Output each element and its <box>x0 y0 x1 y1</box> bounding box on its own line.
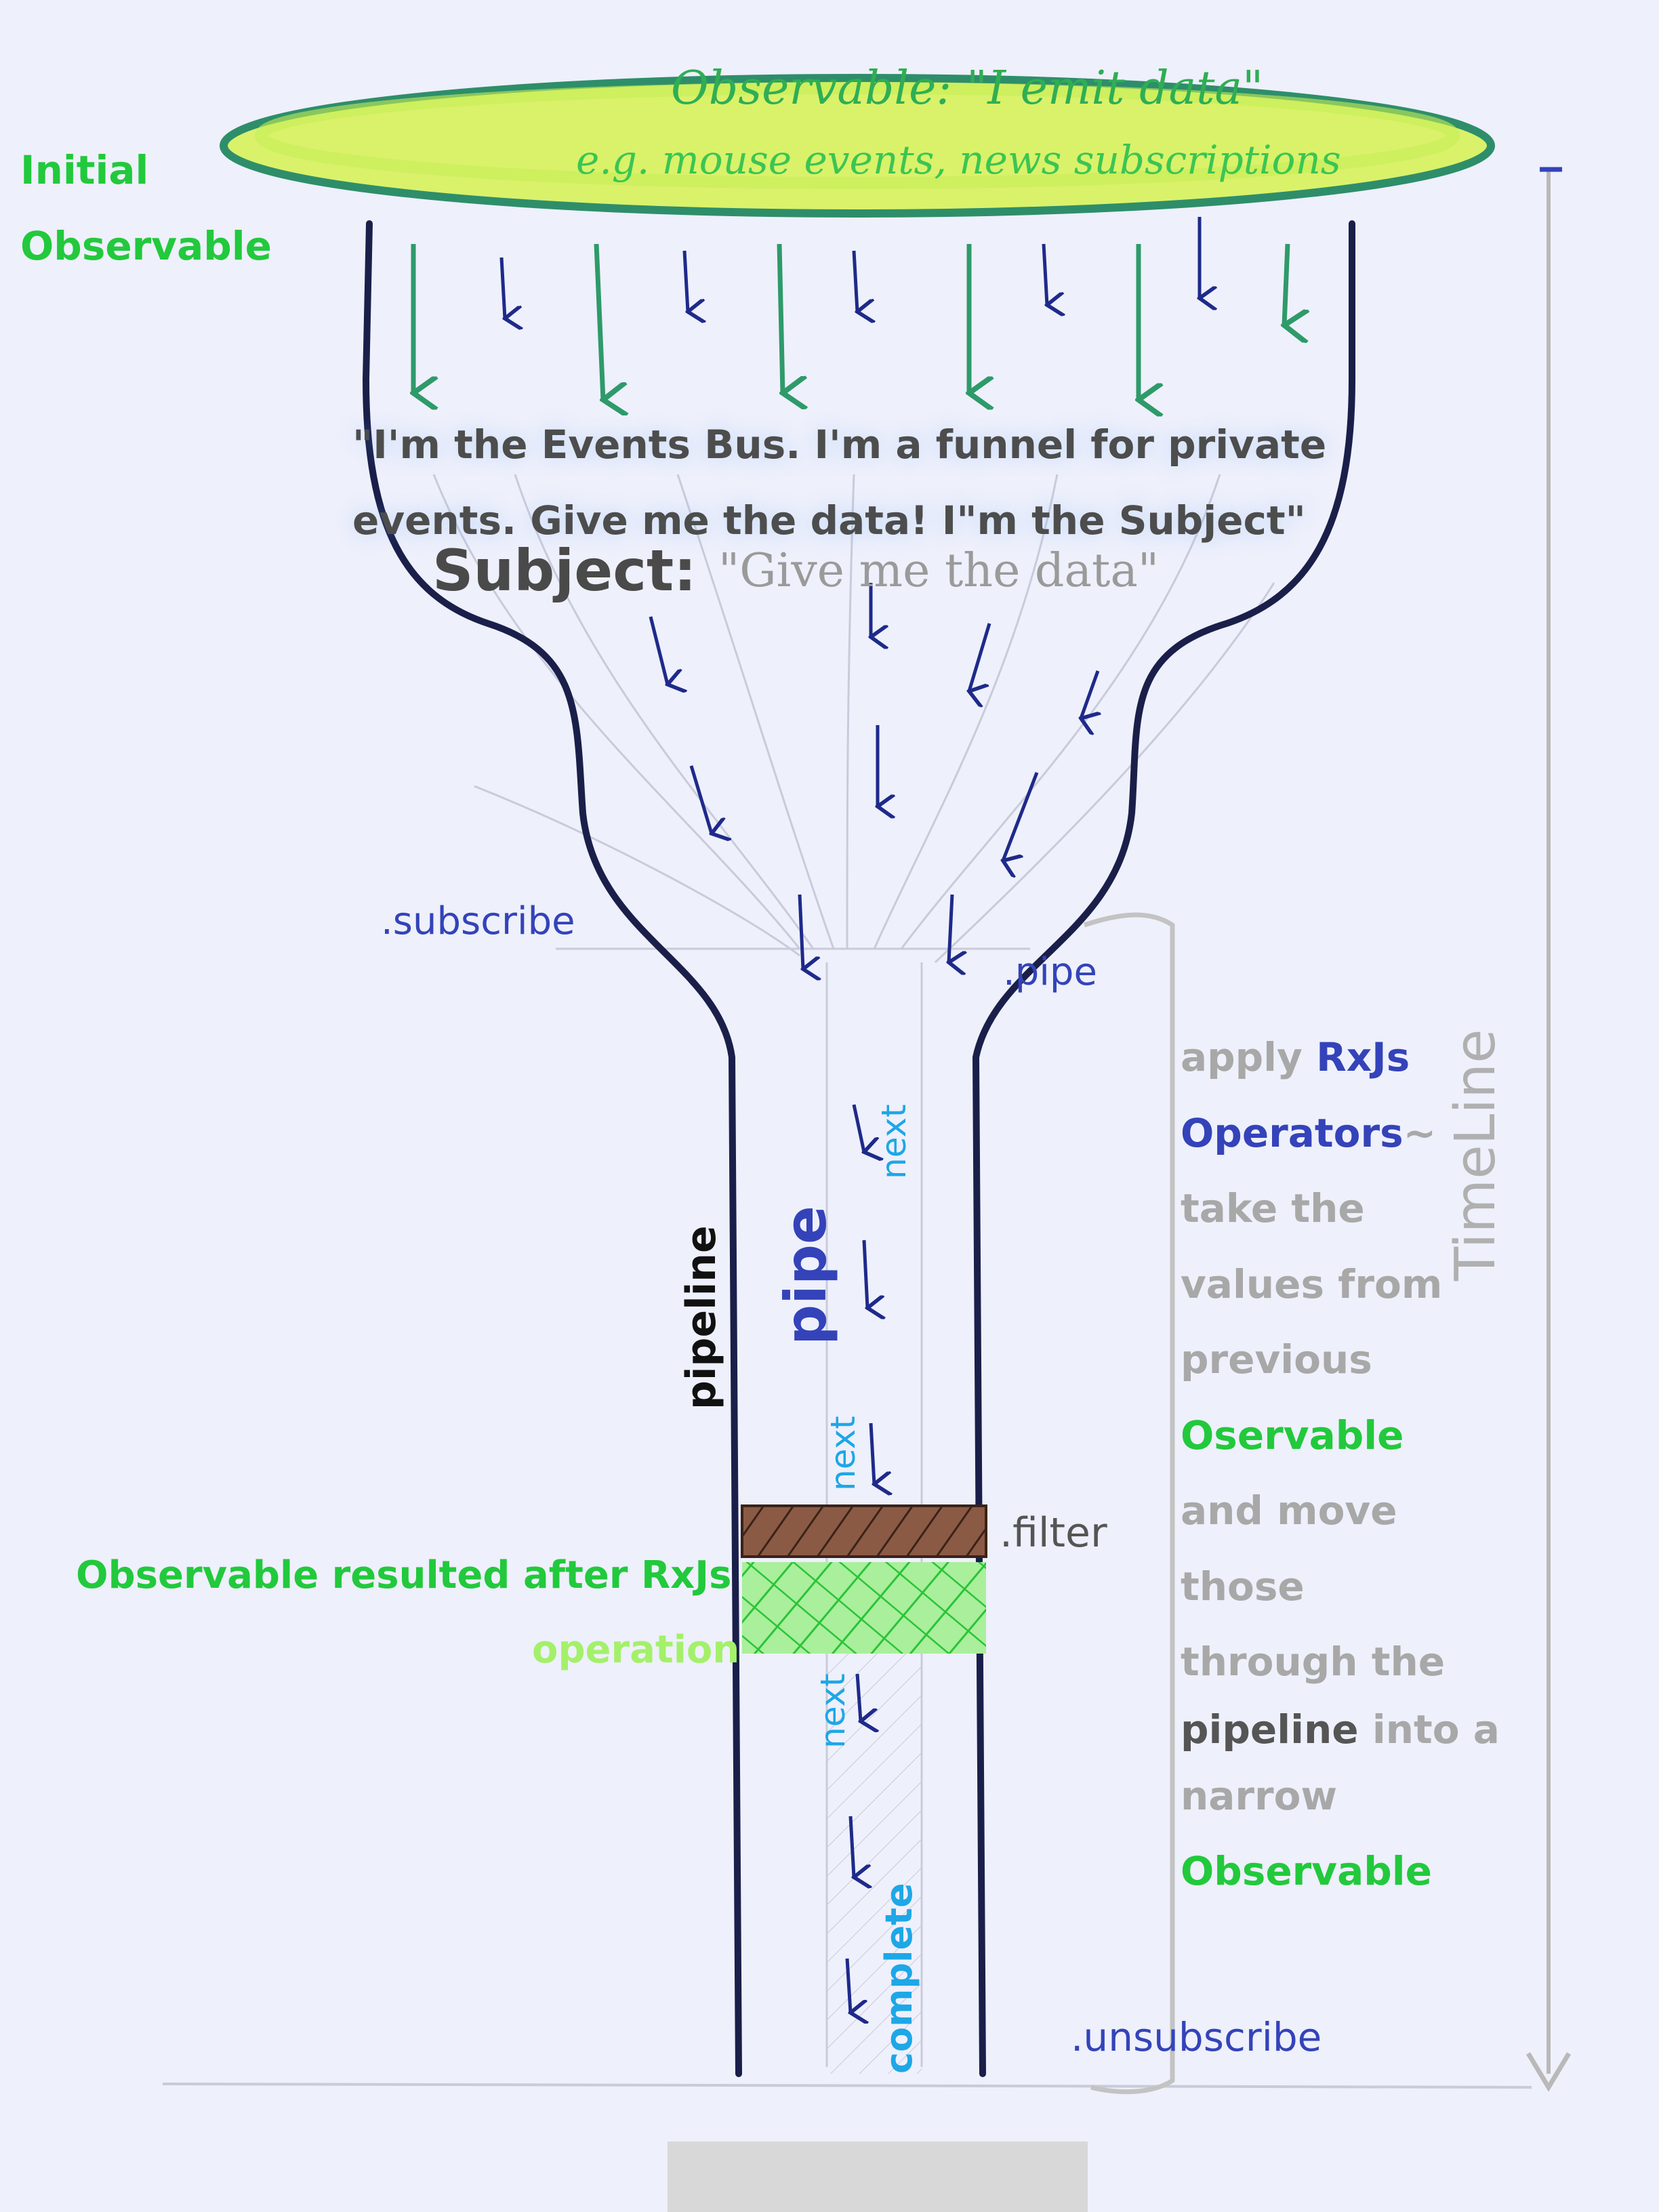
observable-examples: e.g. mouse events, news subscriptions <box>576 137 1341 183</box>
funnel-outline <box>362 220 1355 2077</box>
filter-band <box>741 1504 987 1558</box>
explanation-line: through the <box>1181 1639 1446 1685</box>
explanation-text: into a <box>1358 1706 1500 1753</box>
explanation-text: apply <box>1181 1034 1317 1080</box>
explanation-line: values from <box>1181 1261 1443 1307</box>
subscribe-method: .subscribe <box>381 899 575 943</box>
emit-arrows-dark <box>499 217 1200 319</box>
explanation-emphasis: Operators <box>1181 1109 1404 1156</box>
caption-placeholder <box>668 2142 1088 2212</box>
next-label-2: next <box>823 1416 863 1491</box>
resulted-observable-line2: operation <box>532 1628 740 1672</box>
explanation-emphasis: RxJs <box>1316 1034 1410 1080</box>
events-bus-quote: "I'm the Events Bus. I'm a funnel for pr… <box>352 422 1327 544</box>
explanation-line: previous <box>1181 1336 1372 1382</box>
explanation-line: those <box>1181 1563 1305 1610</box>
next-label-1: next <box>874 1104 914 1179</box>
filter-method: .filter <box>1000 1509 1107 1557</box>
explanation-line: Oservable <box>1181 1412 1404 1458</box>
pipe-method: .pipe <box>1003 950 1097 994</box>
explanation-line: narrow <box>1181 1772 1338 1819</box>
ground-line <box>162 2083 1532 2089</box>
subject-label: Subject: <box>432 537 697 604</box>
subject-quote: "Give me the data" <box>718 544 1160 598</box>
subject-arrows <box>649 583 1098 2013</box>
explanation-line: pipeline into a <box>1181 1700 1500 1759</box>
explanation-line: and move <box>1181 1488 1397 1534</box>
explanation-block: apply RxJs Operators~ take the values fr… <box>1181 1020 1500 1910</box>
timeline-arrowhead <box>1525 2052 1572 2092</box>
pipe-label: pipe <box>773 1205 839 1345</box>
timeline-bracket <box>1083 912 1175 2095</box>
next-label-3: next <box>813 1673 853 1748</box>
explanation-line: take the <box>1181 1185 1365 1231</box>
explanation-line: Operators~ <box>1181 1096 1500 1172</box>
explanation-line: apply RxJs <box>1181 1020 1500 1096</box>
result-observable-band <box>742 1562 986 1654</box>
initial-observable-label: Initial Observable <box>20 147 272 269</box>
complete-label: complete <box>878 1883 920 2074</box>
explanation-dark: pipeline <box>1181 1706 1359 1753</box>
unsubscribe-method: .unsubscribe <box>1071 2014 1322 2060</box>
observable-title: Observable: "I emit data" <box>671 62 1264 115</box>
timeline-tilde: ~ <box>1403 1109 1437 1156</box>
resulted-observable-line1: Observable resulted after RxJs <box>76 1553 732 1597</box>
emit-arrows <box>413 243 1288 400</box>
explanation-line: Observable <box>1181 1848 1432 1894</box>
pipeline-label: pipeline <box>678 1225 725 1410</box>
